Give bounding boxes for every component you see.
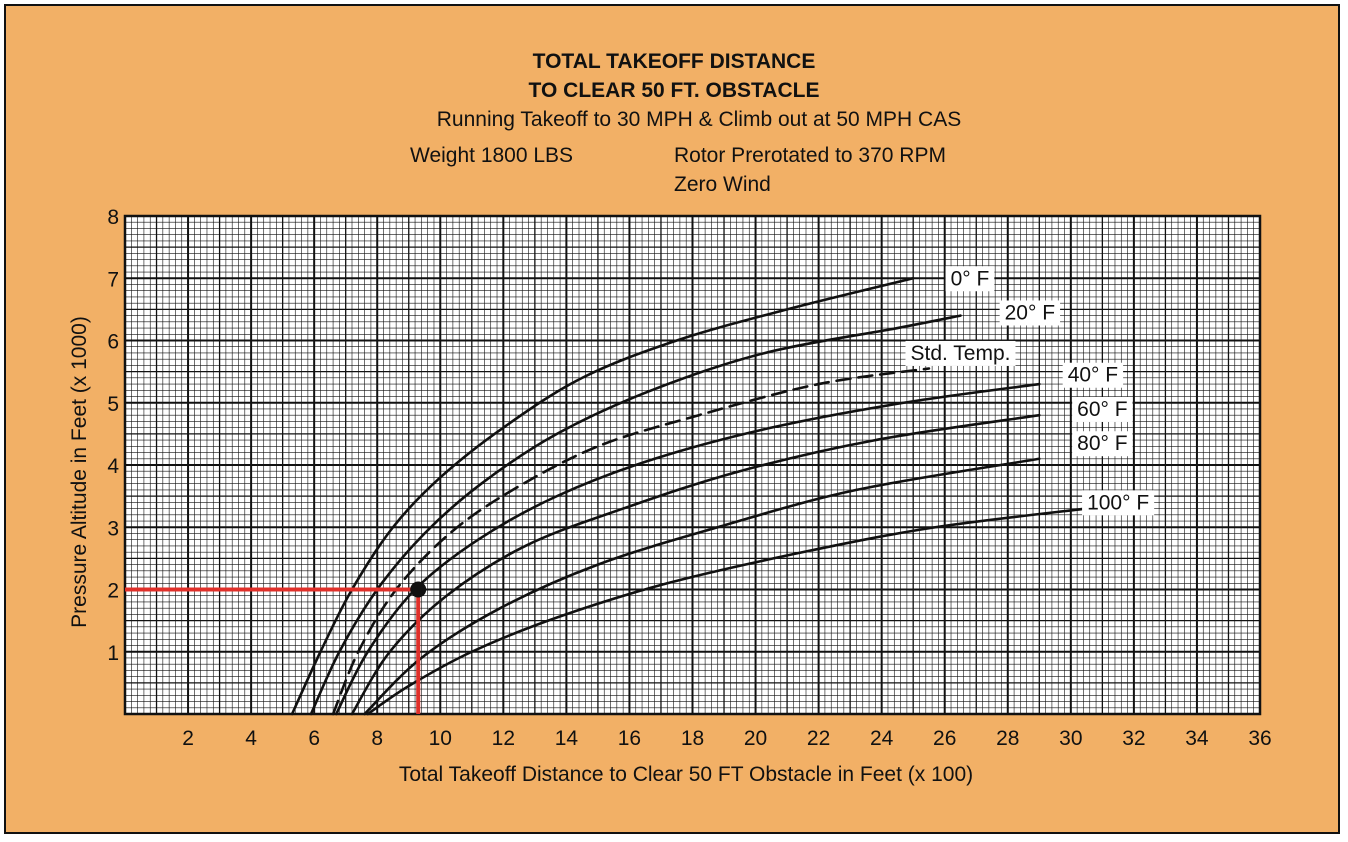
y-tick-label: 7 xyxy=(107,268,119,291)
x-tick-label: 16 xyxy=(618,727,641,750)
chart-title-line-2: TO CLEAR 50 FT. OBSTACLE xyxy=(529,79,820,102)
weight-note: Weight 1800 LBS xyxy=(410,144,573,167)
curve-label-box xyxy=(945,266,995,292)
example-point xyxy=(410,581,427,598)
y-tick-label: 1 xyxy=(107,642,119,665)
curve-label: 20° F xyxy=(1005,301,1055,324)
y-tick-label: 4 xyxy=(107,455,119,478)
plot-frame xyxy=(123,214,1262,716)
x-tick-label: 26 xyxy=(933,727,956,750)
y-tick-label: 2 xyxy=(107,580,119,603)
x-tick-label: 10 xyxy=(429,727,452,750)
series-line xyxy=(309,314,962,716)
x-tick-label: 18 xyxy=(681,727,704,750)
series-line xyxy=(290,276,915,716)
y-tick-label: 3 xyxy=(107,517,119,540)
x-tick-label: 12 xyxy=(492,727,515,750)
curve-label-box xyxy=(1072,431,1133,457)
x-tick-label: 2 xyxy=(182,727,194,750)
chart-panel: TOTAL TAKEOFF DISTANCE TO CLEAR 50 FT. O… xyxy=(4,4,1340,834)
series-layer xyxy=(290,276,1088,716)
x-tick-label: 4 xyxy=(245,727,257,750)
series-line xyxy=(350,413,1041,716)
chart: TOTAL TAKEOFF DISTANCE TO CLEAR 50 FT. O… xyxy=(68,50,1272,786)
example-layer xyxy=(125,581,427,714)
y-tick-label: 6 xyxy=(107,331,119,354)
rotor-note: Rotor Prerotated to 370 RPM xyxy=(674,144,946,167)
x-tick-label: 22 xyxy=(807,727,830,750)
curve-label-box xyxy=(999,300,1061,326)
curve-labels: 0° F 20° F Std. Temp. 40° F 60° F 80° F 100° F xyxy=(905,266,1155,516)
x-tick-label: 20 xyxy=(744,727,767,750)
grid xyxy=(123,214,1262,716)
curve-label: Std. Temp. xyxy=(910,342,1010,365)
curve-label: 0° F xyxy=(951,267,990,290)
y-axis-label: Pressure Altitude in Feet (x 1000) xyxy=(68,316,91,628)
x-axis-label: Total Takeoff Distance to Clear 50 FT Ob… xyxy=(399,763,973,786)
series-line xyxy=(363,457,1041,716)
x-tick-label: 14 xyxy=(555,727,579,750)
series-line xyxy=(366,507,1088,716)
x-tick-label: 8 xyxy=(371,727,383,750)
x-tick-label: 24 xyxy=(870,727,894,750)
curve-label: 80° F xyxy=(1077,432,1127,455)
series-line xyxy=(334,382,1041,716)
curve-label-box xyxy=(1082,490,1155,516)
x-tick-label: 30 xyxy=(1059,727,1082,750)
curve-label: 60° F xyxy=(1077,398,1127,421)
chart-title-line-1: TOTAL TAKEOFF DISTANCE xyxy=(533,50,816,73)
x-tick-label: 32 xyxy=(1122,727,1145,750)
curve-label: 100° F xyxy=(1087,491,1149,514)
x-tick-label: 34 xyxy=(1185,727,1209,750)
y-tick-label: 8 xyxy=(107,206,119,229)
x-tick-label: 6 xyxy=(308,727,320,750)
curve-label-box xyxy=(1062,362,1124,388)
curve-label-box xyxy=(1072,396,1133,422)
y-tick-label: 5 xyxy=(107,393,119,416)
curve-label: 40° F xyxy=(1068,364,1118,387)
wind-note: Zero Wind xyxy=(674,173,771,196)
chart-subtitle: Running Takeoff to 30 MPH & Climb out at… xyxy=(437,108,961,131)
x-tick-label: 36 xyxy=(1248,727,1271,750)
curve-label-box xyxy=(905,340,1016,366)
series-line xyxy=(331,367,931,716)
x-tick-label: 28 xyxy=(996,727,1019,750)
